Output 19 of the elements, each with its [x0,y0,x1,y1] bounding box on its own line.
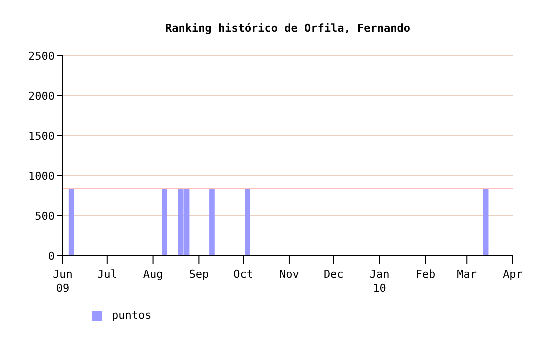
x-tick-label: Apr [503,268,524,281]
x-tick-label: Dec [324,268,344,281]
x-tick-label: Nov [280,268,300,281]
x-tick-label: Aug [143,268,164,281]
x-tick-label: Feb [416,268,436,281]
x-tick-label: Jun 09 [53,268,73,295]
x-tick-label: Mar [457,268,478,281]
x-tick-label: Jan 10 [370,268,390,295]
x-tick-label: Jul [97,268,118,281]
x-tick-label: Sep [189,268,210,281]
y-tick-label: 500 [35,210,55,223]
legend-label: puntos [112,309,152,322]
y-tick-label: 2500 [28,50,55,63]
chart-title: Ranking histórico de Orfila, Fernando [164,22,412,35]
y-tick-label: 1500 [28,130,55,143]
x-tick-label: Oct [234,268,254,281]
y-tick-label: 0 [48,250,55,263]
y-tick-label: 2000 [28,90,55,103]
y-tick-label: 1000 [28,170,55,183]
